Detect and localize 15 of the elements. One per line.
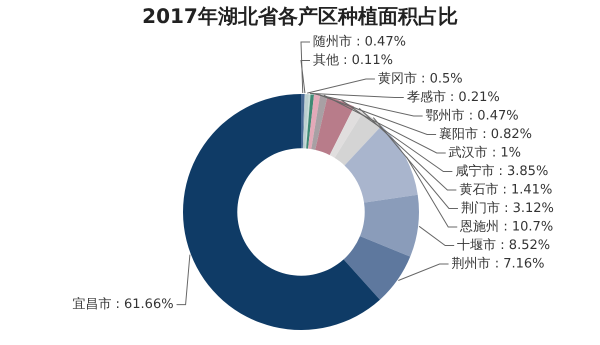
slice-label: 黄石市 : 1.41% xyxy=(459,182,552,198)
slice-label: 孝感市 : 0.21% xyxy=(406,90,500,105)
slice-label: 其他 : 0.11% xyxy=(313,52,393,68)
slice-label: 恩施州 : 10.7% xyxy=(459,219,554,234)
slice-label: 宜昌市 : 61.66% xyxy=(72,296,174,312)
slice-label: 黄冈市 : 0.5% xyxy=(378,71,463,86)
slice-label: 随州市 : 0.47% xyxy=(313,34,406,50)
slice-label: 荆州市 : 7.16% xyxy=(452,256,545,272)
slice-label: 鄂州市 : 0.47% xyxy=(426,108,519,124)
slice-label: 武汉市 : 1% xyxy=(448,145,522,160)
chart-title: 2017年湖北省各产区种植面积占比 xyxy=(142,4,458,28)
slice-label: 襄阳市 : 0.82% xyxy=(439,126,532,142)
slice-label: 荆门市 : 3.12% xyxy=(460,200,554,216)
slice-label: 十堰市 : 8.52% xyxy=(457,238,550,253)
slice-label: 咸宁市 : 3.85% xyxy=(455,162,548,179)
